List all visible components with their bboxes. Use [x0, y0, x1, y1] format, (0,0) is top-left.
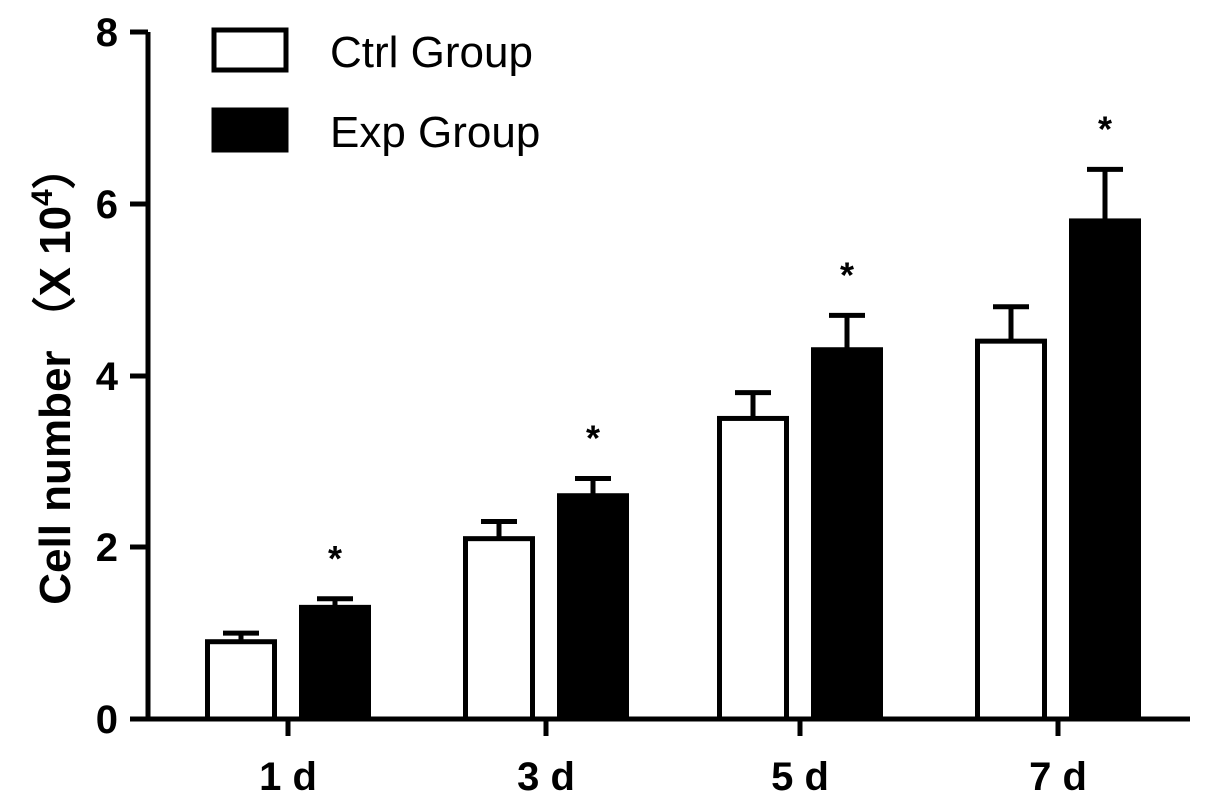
- bar-ctrl-1: [463, 536, 535, 722]
- legend-label-ctrl: Ctrl Group: [330, 28, 533, 77]
- legend-label-exp: Exp Group: [330, 108, 540, 157]
- significance-star-3: *: [1098, 108, 1112, 149]
- y-tick-label-0: 0: [96, 698, 118, 742]
- y-ticks: 0 2 4 6 8: [96, 11, 148, 742]
- x-category-label-0: 1 d: [259, 755, 317, 799]
- bar-ctrl-2: [717, 415, 789, 722]
- bar-exp-0: [299, 604, 371, 722]
- bar-exp-3: [1069, 218, 1141, 722]
- bars-group: * * * *: [205, 108, 1141, 722]
- x-category-label-1: 3 d: [517, 755, 575, 799]
- significance-star-0: *: [328, 538, 342, 579]
- bar-ctrl-3: [975, 338, 1047, 722]
- significance-star-2: *: [840, 254, 854, 295]
- y-tick-label-4: 8: [96, 11, 118, 55]
- y-axis-title-unit-suffix: ）: [31, 145, 80, 189]
- x-category-label-2: 5 d: [771, 755, 829, 799]
- legend-swatch-ctrl: [211, 27, 289, 73]
- bar-exp-2: [811, 347, 883, 722]
- bar-exp-1: [557, 493, 629, 722]
- significance-star-1: *: [586, 418, 600, 459]
- y-axis-title-unit-prefix: （X 10: [31, 206, 80, 341]
- y-axis-title-unit-exp: 4: [26, 189, 59, 206]
- x-category-label-3: 7 d: [1029, 755, 1087, 799]
- legend: Ctrl Group Exp Group: [211, 27, 540, 157]
- x-ticks: 1 d 3 d 5 d 7 d: [259, 719, 1087, 799]
- y-axis-title: Cell number （X 104）: [26, 145, 80, 604]
- y-axis-title-main: Cell number: [31, 350, 80, 604]
- bar-ctrl-0: [205, 639, 277, 722]
- legend-swatch-exp: [211, 107, 289, 153]
- y-tick-label-2: 4: [96, 355, 119, 399]
- y-tick-label-1: 2: [96, 526, 118, 570]
- y-tick-label-3: 6: [96, 183, 118, 227]
